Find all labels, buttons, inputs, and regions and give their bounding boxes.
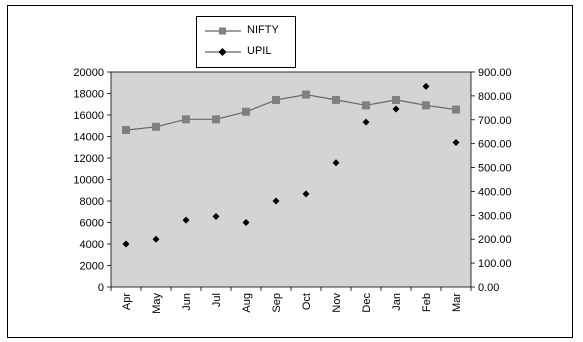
legend-label-upil: UPIL bbox=[247, 45, 272, 57]
data-point-upil bbox=[332, 159, 340, 167]
y-right-tick-label: 100.00 bbox=[478, 258, 512, 270]
series-line-nifty bbox=[125, 93, 457, 131]
x-tick-label: Aug bbox=[241, 293, 253, 313]
data-point-nifty bbox=[272, 95, 280, 104]
data-point-upil bbox=[212, 213, 220, 221]
y-left-tick-label: 18000 bbox=[73, 89, 104, 101]
y-left-tick-label: 6000 bbox=[80, 218, 104, 230]
data-point-upil bbox=[392, 105, 400, 113]
x-tick-label: Dec bbox=[361, 293, 373, 313]
data-point-nifty bbox=[392, 95, 400, 104]
y-left-tick-label: 2000 bbox=[80, 261, 104, 273]
legend-label-nifty: NIFTY bbox=[247, 24, 279, 36]
data-point-upil bbox=[362, 118, 370, 126]
y-right-tick-label: 300.00 bbox=[478, 210, 512, 222]
y-left-tick-label: 10000 bbox=[73, 175, 104, 187]
data-point-upil bbox=[182, 216, 190, 224]
y-right-tick-label: 900.00 bbox=[478, 67, 512, 79]
data-point-nifty bbox=[182, 115, 190, 124]
y-right-tick-label: 600.00 bbox=[478, 139, 512, 151]
legend: NIFTY UPIL bbox=[196, 16, 296, 68]
y-left-tick-label: 0 bbox=[98, 282, 104, 294]
data-point-nifty bbox=[212, 115, 220, 124]
y-left-tick-label: 8000 bbox=[80, 196, 104, 208]
data-point-nifty bbox=[332, 95, 340, 104]
y-left-tick-label: 20000 bbox=[73, 67, 104, 79]
legend-swatch-upil bbox=[205, 48, 241, 56]
data-point-upil bbox=[122, 240, 130, 248]
x-tick-label: Oct bbox=[301, 293, 313, 310]
data-point-nifty bbox=[422, 101, 430, 110]
y-right-tick-label: 700.00 bbox=[478, 115, 512, 127]
data-point-nifty bbox=[152, 122, 160, 131]
x-tick-label: Mar bbox=[451, 293, 463, 312]
data-point-nifty bbox=[362, 101, 370, 110]
x-tick-label: Jun bbox=[181, 293, 193, 311]
y-right-tick-label: 400.00 bbox=[478, 186, 512, 198]
x-tick-label: Feb bbox=[421, 293, 433, 312]
data-point-nifty bbox=[452, 105, 460, 114]
data-point-nifty bbox=[242, 107, 250, 116]
data-point-upil bbox=[272, 197, 280, 205]
y-left-tick-label: 14000 bbox=[73, 132, 104, 144]
data-point-nifty bbox=[122, 126, 130, 135]
data-point-upil bbox=[422, 82, 430, 90]
y-right-tick-label: 800.00 bbox=[478, 91, 512, 103]
x-tick-label: Apr bbox=[121, 293, 133, 310]
x-tick-label: Jul bbox=[211, 293, 223, 307]
y-left-tick-label: 12000 bbox=[73, 153, 104, 165]
y-left-tick-label: 4000 bbox=[80, 239, 104, 251]
x-tick-label: Nov bbox=[331, 293, 343, 313]
data-point-upil bbox=[242, 219, 250, 226]
y-right-tick-label: 0.00 bbox=[478, 282, 499, 294]
legend-swatch-nifty bbox=[205, 27, 241, 35]
x-tick-label: Sep bbox=[271, 293, 283, 313]
data-point-upil bbox=[152, 235, 160, 243]
x-tick-label: May bbox=[151, 293, 163, 314]
y-right-tick-label: 200.00 bbox=[478, 234, 512, 246]
x-tick-label: Jan bbox=[391, 293, 403, 311]
data-point-upil bbox=[452, 138, 460, 146]
y-left-tick-label: 16000 bbox=[73, 110, 104, 122]
data-point-upil bbox=[302, 190, 310, 198]
plot-area bbox=[110, 71, 472, 288]
data-point-nifty bbox=[302, 90, 310, 99]
y-right-tick-label: 500.00 bbox=[478, 163, 512, 175]
